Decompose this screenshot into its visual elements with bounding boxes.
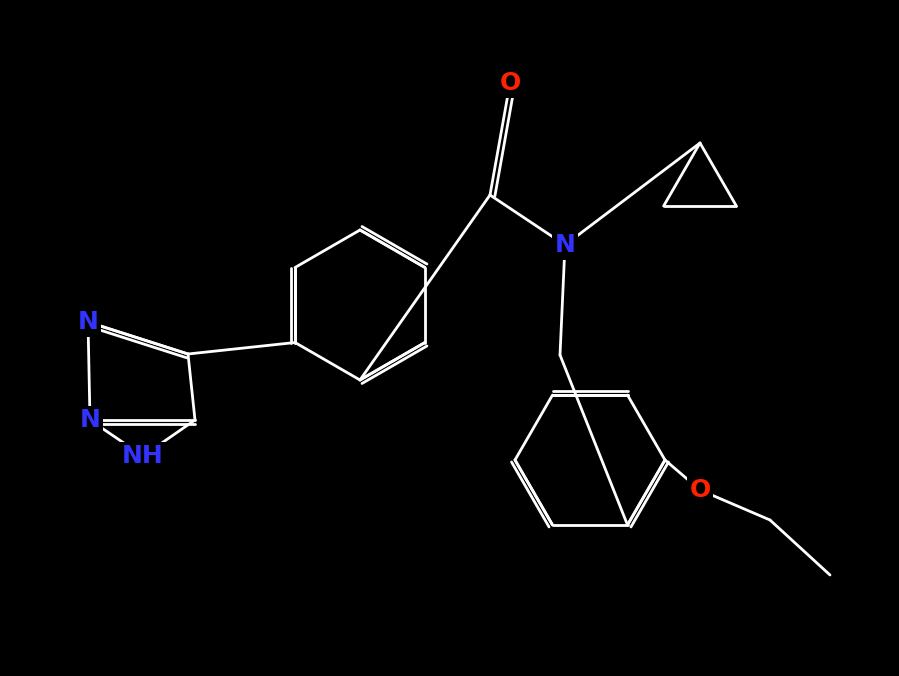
Text: O: O bbox=[690, 478, 710, 502]
Text: O: O bbox=[499, 71, 521, 95]
Text: N: N bbox=[555, 233, 575, 257]
Text: N: N bbox=[77, 310, 98, 334]
Text: N: N bbox=[80, 408, 101, 432]
Text: NH: NH bbox=[122, 444, 164, 468]
